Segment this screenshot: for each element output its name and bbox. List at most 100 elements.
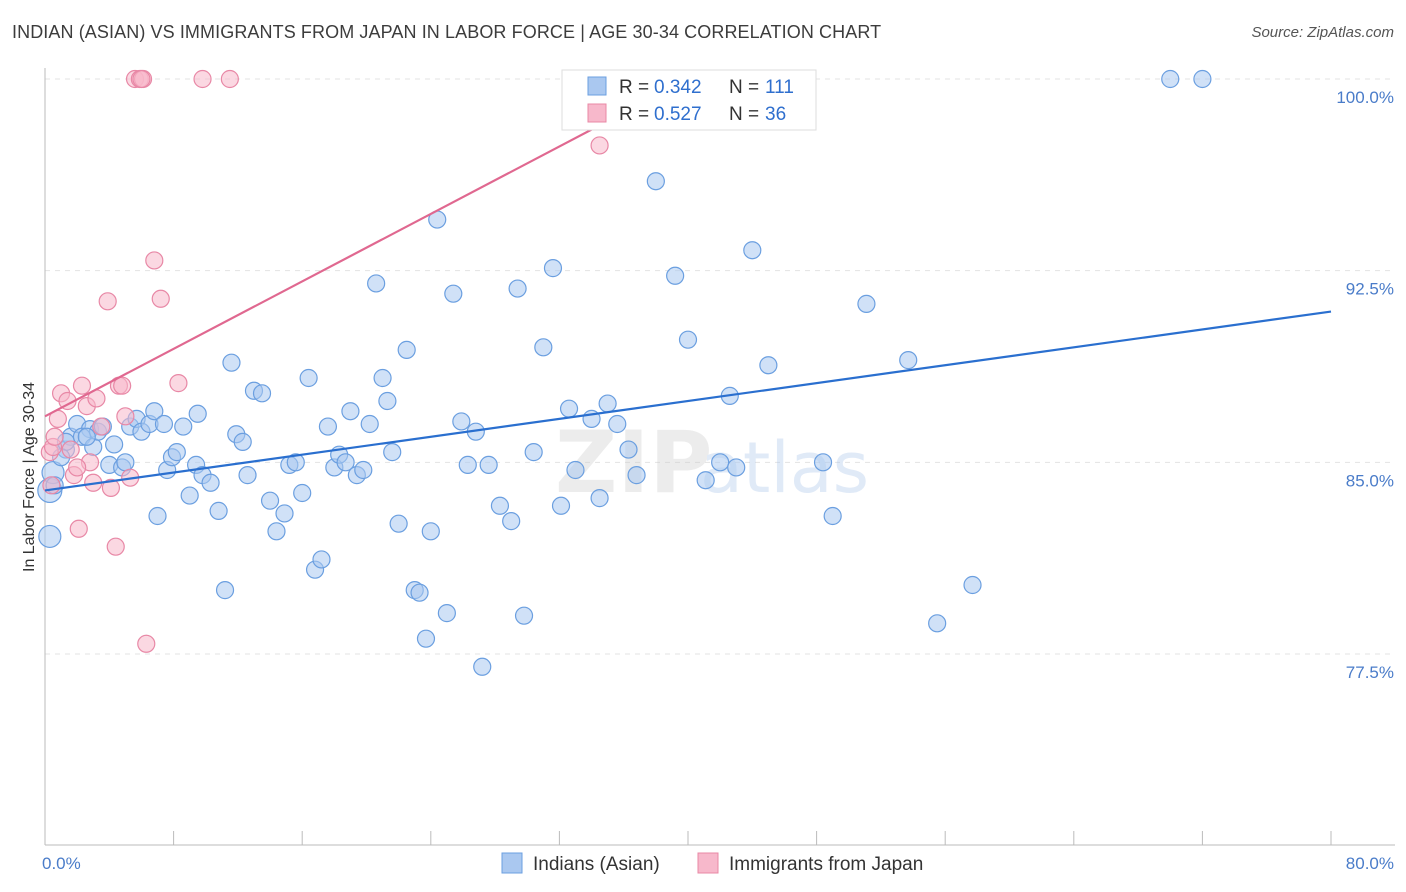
point-japan-32 [45, 427, 64, 446]
point-indians-68 [452, 412, 471, 431]
point-indians-90 [666, 266, 685, 285]
point-japan-34 [113, 376, 132, 395]
bottom-legend: Indians (Asian) Immigrants from Japan [501, 852, 923, 875]
point-indians-87 [619, 440, 638, 459]
point-japan-35 [132, 69, 151, 89]
point-indians-56 [373, 368, 392, 388]
legend-r-value-japan: 0.527 [654, 104, 702, 125]
point-indians-67 [444, 284, 463, 303]
point-indians-97 [759, 356, 778, 375]
point-indians-72 [479, 455, 498, 474]
point-indians-109 [116, 453, 135, 472]
point-indians-89 [646, 172, 665, 191]
point-indians-102 [928, 614, 947, 633]
legend-r-label-japan: R = [619, 104, 649, 125]
point-japan-6 [61, 440, 80, 459]
point-indians-100 [857, 294, 876, 313]
chart-title: INDIAN (ASIAN) VS IMMIGRANTS FROM JAPAN … [12, 22, 882, 42]
point-indians-40 [275, 504, 294, 523]
legend-n-value-indians: 111 [765, 77, 794, 98]
point-indians-79 [543, 259, 563, 278]
y-tick-label-0: 100.0% [1336, 88, 1394, 107]
point-indians-82 [566, 460, 585, 480]
point-indians-101 [899, 351, 918, 370]
point-indians-42 [286, 453, 305, 472]
chart-source: Source: ZipAtlas.com [1251, 24, 1394, 41]
point-indians-86 [608, 414, 627, 434]
point-indians-25 [174, 417, 193, 436]
point-indians-92 [696, 471, 715, 490]
point-japan-28 [193, 69, 212, 89]
legend-swatch-indians [587, 76, 607, 96]
gridlines [45, 78, 1395, 655]
point-indians-24 [167, 443, 186, 462]
point-indians-54 [360, 414, 379, 434]
trend-line-indians [44, 310, 1332, 492]
point-indians-110 [188, 404, 207, 423]
bottom-legend-label-indians: Indians (Asian) [533, 854, 660, 875]
point-japan-29 [220, 69, 239, 89]
legend-swatch-japan [587, 103, 607, 123]
point-indians-2 [38, 524, 62, 549]
series-indians-points [37, 69, 1212, 676]
point-indians-104 [1161, 69, 1180, 89]
point-indians-74 [502, 512, 521, 531]
series-japan-points [40, 69, 813, 653]
y-tick-label-3: 77.5% [1346, 663, 1394, 682]
point-indians-59 [389, 514, 408, 533]
point-indians-50 [336, 453, 355, 472]
point-indians-64 [421, 522, 440, 541]
point-japan-33 [68, 458, 87, 477]
point-indians-81 [559, 399, 579, 418]
point-indians-95 [727, 458, 746, 477]
point-indians-66 [437, 604, 456, 623]
point-indians-77 [524, 443, 543, 462]
point-japan-25 [145, 251, 164, 270]
point-japan-15 [98, 292, 117, 311]
bottom-legend-label-japan: Immigrants from Japan [729, 854, 923, 875]
point-indians-46 [312, 550, 331, 569]
point-indians-96 [743, 241, 762, 260]
x-tick-label-0: 0.0% [42, 854, 81, 873]
point-indians-13 [105, 435, 124, 454]
point-indians-105 [1193, 69, 1212, 89]
point-indians-63 [416, 629, 436, 648]
legend-n-label-indians: N = [729, 77, 759, 98]
point-indians-58 [383, 443, 402, 462]
point-japan-30 [590, 136, 609, 155]
point-indians-71 [473, 657, 492, 676]
legend-n-label-japan: N = [729, 104, 759, 125]
x-tick-label-1: 80.0% [1346, 854, 1394, 873]
point-indians-21 [154, 414, 174, 434]
point-indians-29 [201, 473, 220, 492]
point-indians-69 [458, 455, 477, 474]
point-indians-38 [260, 491, 280, 510]
point-indians-98 [813, 453, 833, 472]
point-japan-17 [106, 537, 125, 556]
point-indians-85 [598, 394, 617, 413]
point-indians-35 [238, 466, 257, 485]
point-indians-108 [77, 427, 96, 446]
x-tick-labels: 0.0% 80.0% [42, 854, 1394, 873]
y-tick-label-1: 92.5% [1346, 280, 1394, 299]
point-indians-76 [514, 606, 534, 625]
point-indians-34 [233, 432, 252, 451]
point-indians-26 [180, 486, 199, 505]
y-axis-label: In Labor Force | Age 30-34 [21, 382, 38, 572]
point-indians-43 [293, 483, 312, 503]
point-indians-20 [148, 506, 167, 526]
point-indians-84 [590, 489, 609, 508]
point-indians-47 [318, 417, 338, 436]
point-japan-24 [137, 634, 156, 653]
point-indians-91 [678, 330, 698, 349]
point-indians-99 [823, 506, 842, 526]
trend-line-japan [44, 78, 689, 418]
point-indians-62 [410, 583, 429, 602]
point-indians-53 [354, 460, 373, 480]
bottom-legend-swatch-japan [697, 852, 719, 874]
point-indians-51 [341, 402, 360, 421]
y-tick-label-2: 85.0% [1346, 471, 1394, 490]
point-indians-78 [534, 338, 553, 357]
point-indians-75 [508, 279, 527, 298]
